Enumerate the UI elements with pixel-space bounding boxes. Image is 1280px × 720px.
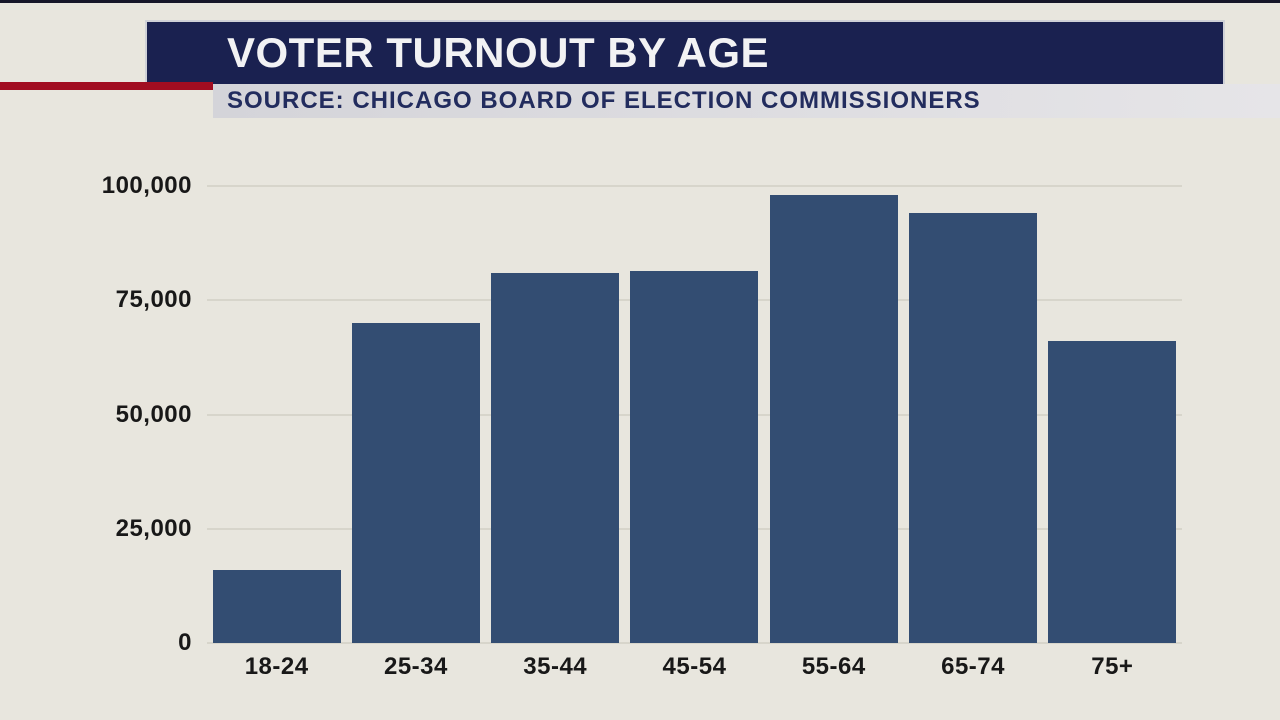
x-tick-label: 65-74	[941, 653, 1005, 680]
x-tick-label: 35-44	[523, 653, 588, 680]
gridline-0	[207, 642, 1182, 644]
plot-area	[207, 185, 1182, 644]
bar-55-64	[769, 195, 898, 643]
bar-slot	[903, 186, 1042, 643]
bar-slot	[346, 186, 485, 643]
bar-slot	[764, 186, 903, 643]
bars-container	[207, 186, 1182, 643]
bar-75+	[1048, 341, 1177, 643]
source-text: SOURCE: CHICAGO BOARD OF ELECTION COMMIS…	[227, 87, 981, 114]
bar-45-54	[630, 270, 759, 643]
x-tick-label: 45-54	[662, 653, 727, 680]
red-accent-stripe	[0, 82, 213, 90]
bar-25-34	[351, 323, 480, 643]
top-border-line	[0, 0, 1280, 3]
gridline-100000	[207, 185, 1182, 187]
page-title: VOTER TURNOUT BY AGE	[227, 29, 770, 76]
x-axis: 18-24 25-34 35-44 45-54 55-64 65-74 75+	[207, 653, 1182, 681]
bar-slot	[207, 186, 346, 643]
title-banner: VOTER TURNOUT BY AGE	[147, 22, 1223, 84]
y-tick-label: 75,000	[115, 286, 192, 314]
bar-slot	[1043, 186, 1182, 643]
x-tick-label: 25-34	[383, 653, 448, 680]
y-tick-label: 50,000	[115, 400, 192, 428]
x-tick-label: 75+	[1091, 653, 1134, 680]
y-tick-label: 0	[178, 629, 192, 656]
y-tick-label: 25,000	[115, 514, 192, 542]
bar-chart: 100,000 75,000 50,000 25,000 0 18-24 25-34 35-…	[0, 118, 1280, 720]
y-tick-label: 100,000	[101, 172, 192, 199]
x-tick-label: 18-24	[244, 653, 309, 680]
bar-slot	[486, 186, 625, 643]
bar-slot	[625, 186, 764, 643]
source-band: SOURCE: CHICAGO BOARD OF ELECTION COMMIS…	[213, 84, 1280, 118]
bar-65-74	[909, 213, 1038, 643]
bar-35-44	[491, 272, 620, 643]
bar-18-24	[212, 569, 341, 643]
x-tick-label: 55-64	[801, 653, 866, 680]
y-axis: 100,000 75,000 50,000 25,000 0	[0, 172, 192, 656]
